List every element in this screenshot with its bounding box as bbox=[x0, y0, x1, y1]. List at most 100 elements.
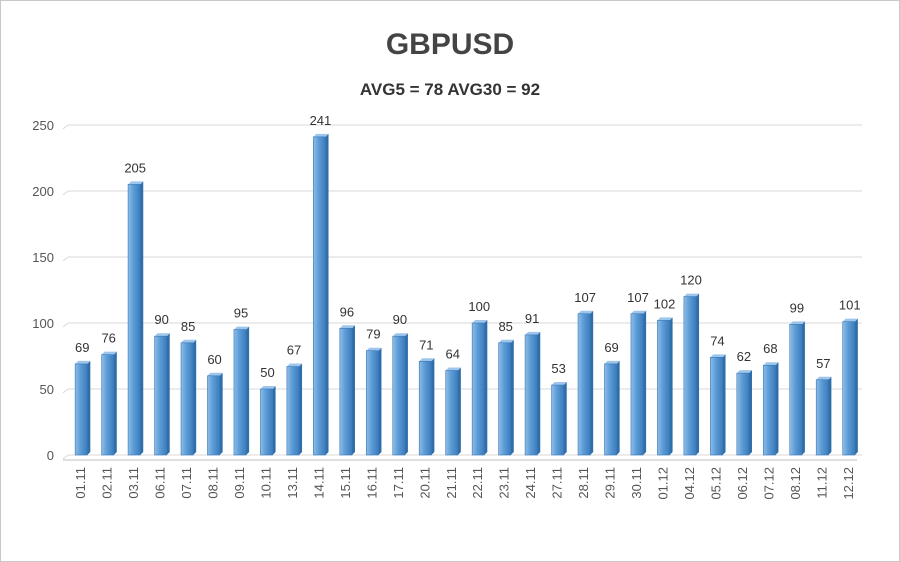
bar bbox=[445, 370, 459, 456]
x-tick-label: 09.11 bbox=[232, 467, 247, 499]
bar-side bbox=[193, 339, 197, 455]
bar bbox=[127, 184, 141, 456]
bar bbox=[365, 350, 379, 456]
bar bbox=[313, 136, 326, 456]
bar-side bbox=[113, 351, 117, 455]
bar bbox=[180, 342, 194, 456]
chart-title: GBPUSD bbox=[385, 28, 515, 61]
x-tick-label: 03.11 bbox=[126, 467, 141, 499]
bar-top bbox=[472, 320, 488, 323]
bar bbox=[207, 375, 220, 456]
bar-side bbox=[299, 363, 303, 455]
x-tick-label: 13.11 bbox=[285, 467, 300, 499]
x-tick-label: 15.11 bbox=[338, 467, 353, 499]
bar-side bbox=[801, 321, 805, 455]
bar-side bbox=[431, 358, 435, 455]
bar bbox=[736, 372, 750, 456]
data-label: 205 bbox=[124, 160, 146, 175]
bar bbox=[74, 363, 88, 456]
bar bbox=[233, 329, 247, 456]
bar bbox=[286, 366, 300, 456]
data-label: 96 bbox=[340, 304, 354, 319]
bar-side bbox=[828, 376, 832, 455]
bar-top bbox=[154, 333, 170, 337]
x-tick-label: 17.11 bbox=[391, 467, 406, 499]
bar bbox=[551, 384, 565, 456]
bar-top bbox=[498, 339, 514, 343]
bar-top bbox=[816, 376, 832, 380]
bar-top bbox=[419, 358, 435, 362]
data-label: 74 bbox=[710, 333, 724, 348]
bar-top bbox=[366, 347, 382, 351]
bar-top bbox=[392, 333, 408, 337]
bar-top bbox=[683, 293, 700, 297]
data-label: 91 bbox=[525, 311, 539, 326]
data-label: 95 bbox=[234, 306, 248, 321]
bar-top bbox=[445, 367, 461, 371]
bar-side bbox=[404, 333, 408, 455]
y-tick-label: 0 bbox=[47, 448, 54, 463]
bar bbox=[604, 363, 617, 456]
data-labels: 69 76 205 90 85 60 95 50 67 241 96 79 90 71 64 100 85 91 5… bbox=[75, 113, 861, 380]
data-label: 107 bbox=[574, 290, 596, 305]
x-tick-label: 23.11 bbox=[497, 467, 512, 499]
data-label: 85 bbox=[498, 319, 512, 334]
data-label: 101 bbox=[839, 298, 861, 313]
bar bbox=[657, 320, 670, 456]
data-label: 69 bbox=[75, 340, 89, 355]
bar-top bbox=[260, 386, 276, 389]
bar-side bbox=[563, 382, 567, 455]
x-tick-label: 06.12 bbox=[735, 467, 750, 500]
bar-top bbox=[75, 360, 91, 364]
data-label: 76 bbox=[101, 331, 115, 346]
bar-side bbox=[775, 362, 779, 455]
bar-top bbox=[551, 382, 567, 386]
x-tick-label: 24.11 bbox=[523, 467, 538, 499]
data-label: 69 bbox=[604, 340, 618, 355]
bar-side bbox=[696, 293, 700, 455]
bar bbox=[418, 360, 432, 456]
bar bbox=[260, 388, 273, 456]
data-label: 71 bbox=[419, 337, 433, 352]
bar-side bbox=[219, 372, 223, 455]
bar-top bbox=[286, 363, 303, 367]
bar-top bbox=[657, 317, 673, 321]
data-label: 100 bbox=[468, 299, 490, 314]
x-tick-label: 01.11 bbox=[73, 467, 88, 499]
x-tick-label: 10.11 bbox=[259, 467, 274, 499]
bar bbox=[815, 379, 829, 456]
chart-subtitle: AVG5 = 78 AVG30 = 92 bbox=[359, 80, 541, 99]
x-tick-label: 22.11 bbox=[470, 467, 485, 499]
x-tick-label: 27.11 bbox=[550, 467, 565, 499]
bar-top bbox=[313, 133, 329, 137]
bar-top bbox=[128, 181, 144, 185]
x-tick-label: 16.11 bbox=[364, 467, 379, 499]
gridline-depth bbox=[62, 454, 69, 460]
bar-top bbox=[578, 310, 594, 314]
x-axis: 01.11 02.11 03.11 06.11 07.11 08.11 09.11 10.11… bbox=[73, 467, 856, 500]
data-label: 120 bbox=[680, 273, 702, 288]
bar-top bbox=[842, 318, 858, 322]
bar-side bbox=[325, 133, 329, 455]
x-tick-label: 12.12 bbox=[841, 467, 856, 500]
bar-side bbox=[616, 360, 620, 455]
y-tick-label: 200 bbox=[32, 184, 54, 199]
x-tick-label: 06.11 bbox=[153, 467, 168, 499]
bar-side bbox=[510, 339, 514, 455]
x-tick-label: 11.12 bbox=[814, 467, 829, 499]
bars bbox=[74, 133, 858, 456]
y-tick-label: 100 bbox=[32, 316, 54, 331]
gridline-depth bbox=[62, 256, 69, 262]
bar bbox=[789, 324, 803, 456]
bar-top bbox=[339, 325, 355, 329]
gridlines bbox=[62, 124, 862, 461]
gridline-depth bbox=[62, 124, 69, 130]
x-tick-label: 20.11 bbox=[417, 467, 432, 499]
bar-side bbox=[457, 367, 461, 455]
bar-top bbox=[207, 372, 223, 376]
bar-side bbox=[854, 318, 858, 455]
x-tick-label: 01.12 bbox=[656, 467, 671, 500]
data-label: 57 bbox=[816, 356, 830, 371]
